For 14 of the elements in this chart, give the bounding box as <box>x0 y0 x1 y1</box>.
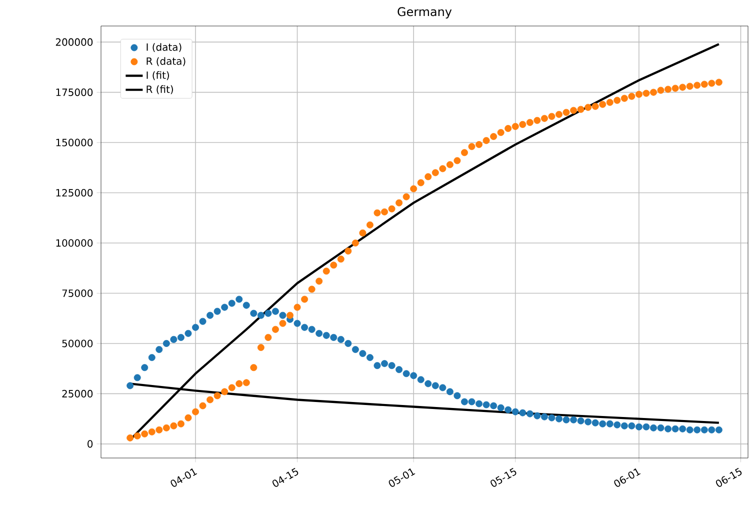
y-tick-label: 200000 <box>56 38 93 46</box>
y-tick-label: 50000 <box>62 340 93 348</box>
y-tick-label: 25000 <box>62 390 93 398</box>
legend-label: R (fit) <box>146 85 173 94</box>
legend-label: R (data) <box>146 57 186 66</box>
y-tick-label: 125000 <box>56 188 93 197</box>
y-tick-label: 75000 <box>62 289 93 297</box>
y-tick-label: 0 <box>88 440 93 448</box>
legend-label: I (fit) <box>146 71 169 80</box>
y-tick-label: 100000 <box>56 239 93 247</box>
y-tick-label: 175000 <box>56 88 93 96</box>
legend-label: I (data) <box>146 43 182 52</box>
chart-title: Germany <box>398 7 452 18</box>
y-tick-label: 150000 <box>56 138 93 146</box>
